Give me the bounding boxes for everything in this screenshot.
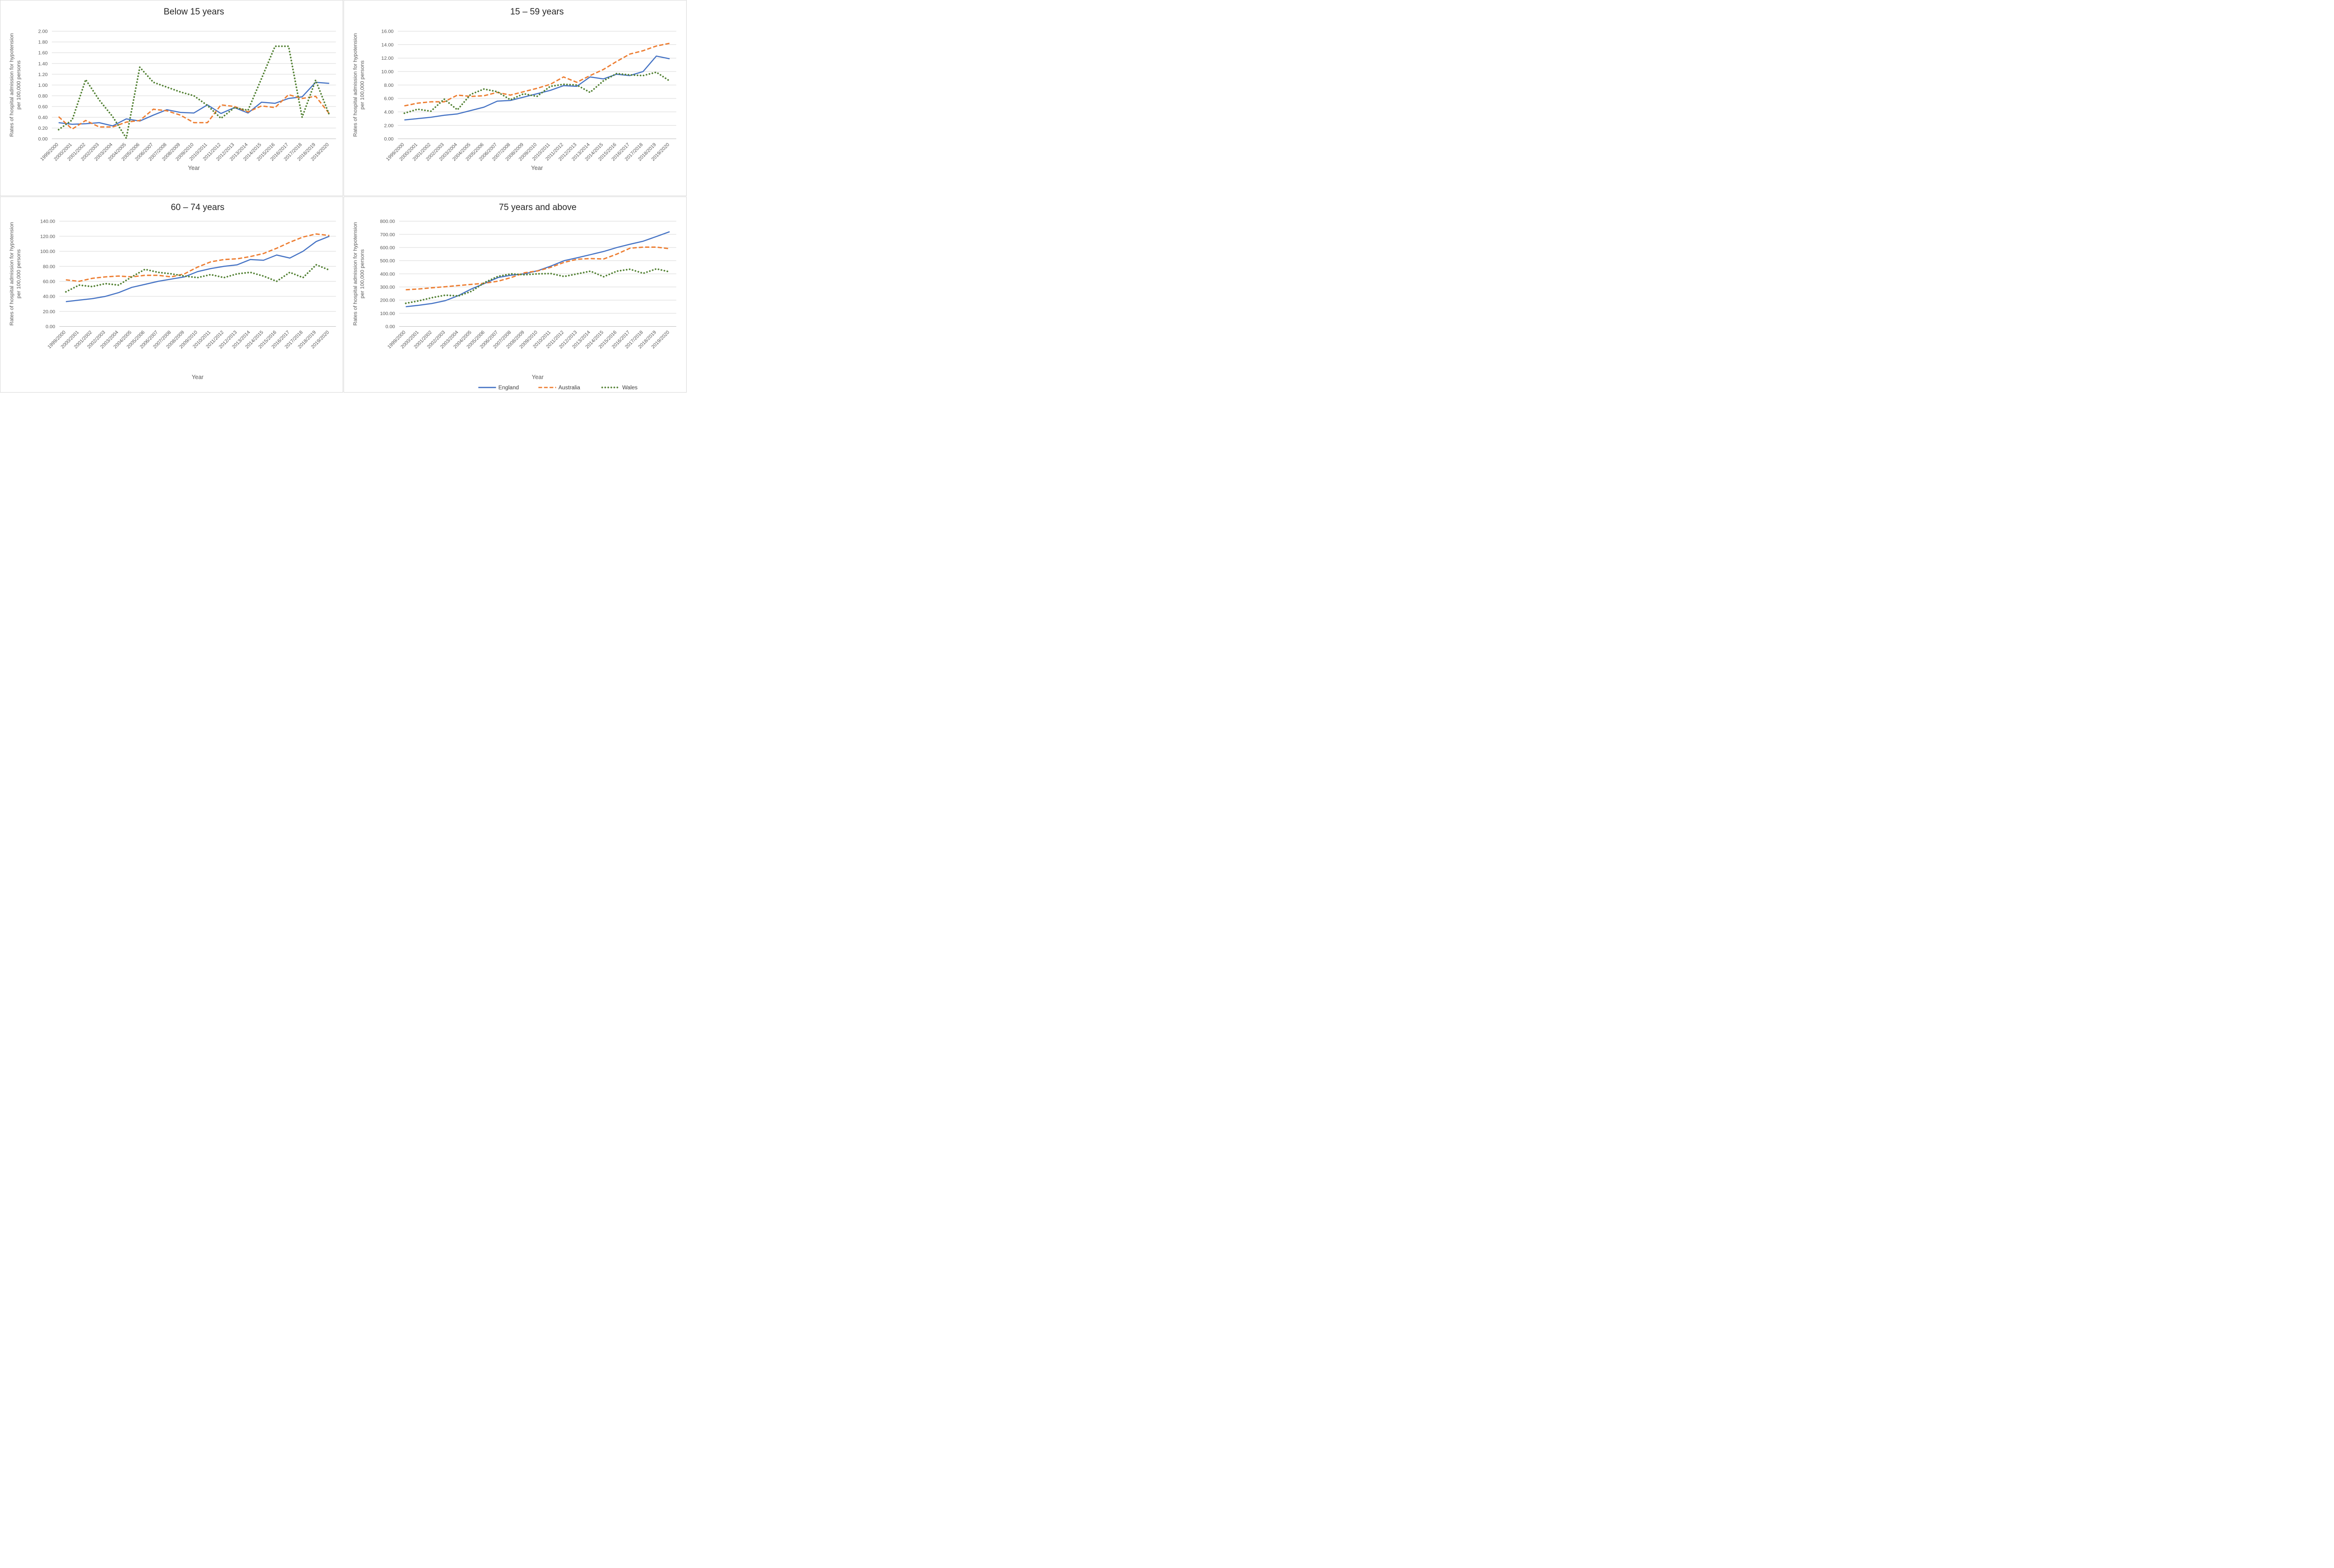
y-axis-title: Rates of hospital admission for hypotens… [352,222,358,326]
y-tick-label: 100.00 [40,249,55,254]
chart-60-74-years: 0.00 20.00 40.00 60.00 80.00 100.00 120.00 140.… [9,203,336,380]
series-wales [405,268,671,304]
y-axis-title: Rates of hospital admission for hypotens… [352,33,358,137]
panel-75-years-above: 0.00 100.00 200.00 300.00 400.00 500.00 600.00… [344,197,687,393]
panel-below-15-years: 0.00 0.20 0.40 0.60 0.80 1.00 1.20 1.40 1.60 1.80… [0,0,343,196]
y-tick-label: 120.00 [40,234,55,239]
series-australia [65,233,330,282]
y-axis-title: per 100,000 persons [16,60,21,109]
y-tick-label: 8.00 [384,83,394,88]
y-tick-label: 140.00 [40,219,55,225]
y-tick-label: 700.00 [380,232,395,238]
y-axis-title: Rates of hospital admission for hypotens… [9,33,14,137]
y-tick-label: 800.00 [380,219,395,225]
x-axis-title: Year [531,165,543,171]
y-tick-label: 0.40 [38,115,48,120]
y-tick-label: 0.80 [38,94,48,99]
chart-below-15-years: 0.00 0.20 0.40 0.60 0.80 1.00 1.20 1.40 1.60 1.80… [9,7,336,171]
y-tick-label: 14.00 [381,42,394,48]
y-tick-label: 0.00 [384,137,394,142]
y-tick-label: 12.00 [381,56,394,61]
legend-label: Wales [622,384,638,391]
y-tick-label: 0.60 [38,105,48,110]
y-tick-label: 400.00 [380,272,395,277]
chart-title: Below 15 years [164,7,224,17]
y-tick-label: 100.00 [380,311,395,316]
panel-15-59-years: 0.00 2.00 4.00 6.00 8.00 10.00 12.00 14.00 16.00… [344,0,687,196]
y-axis-title: per 100,000 persons [359,60,365,109]
y-tick-label: 6.00 [384,97,394,102]
series-wales [57,45,330,139]
y-axis-title: per 100,000 persons [359,249,365,298]
y-tick-label: 1.60 [38,51,48,56]
y-tick-label: 600.00 [380,246,395,251]
series-england [58,82,330,127]
series-australia [58,94,330,130]
legend-label: England [499,384,519,391]
y-tick-label: 40.00 [43,295,55,300]
y-tick-label: 2.00 [38,29,48,35]
y-tick-label: 10.00 [381,70,394,75]
y-tick-label: 60.00 [43,280,55,285]
y-tick-label: 4.00 [384,110,394,115]
chart-15-59-years: 0.00 2.00 4.00 6.00 8.00 10.00 12.00 14.00 16.00… [352,7,676,171]
x-axis-title: Year [188,165,200,171]
legend-label: Australia [558,384,580,391]
y-tick-label: 0.00 [386,324,395,330]
y-tick-label: 1.80 [38,40,48,45]
y-tick-label: 1.40 [38,62,48,67]
panel-60-74-years: 0.00 20.00 40.00 60.00 80.00 100.00 120.00 140.… [0,197,343,393]
y-tick-label: 1.00 [38,83,48,88]
x-axis-title: Year [532,374,543,380]
y-tick-label: 2.00 [384,123,394,128]
chart-title: 75 years and above [499,203,576,212]
series-england [404,55,670,121]
series-wales [65,264,330,293]
x-axis-title: Year [192,374,204,380]
chart-75-years-above: 0.00 100.00 200.00 300.00 400.00 500.00 600.00… [352,203,676,391]
y-tick-label: 1.20 [38,72,48,77]
chart-title: 60 – 74 years [171,203,225,212]
y-tick-label: 500.00 [380,259,395,264]
series-australia [406,246,670,291]
series-wales [403,71,671,114]
y-tick-label: 16.00 [381,29,394,35]
series-australia [404,42,670,107]
y-tick-label: 80.00 [43,264,55,269]
y-tick-label: 0.20 [38,126,48,131]
charts-grid: 0.00 0.20 0.40 0.60 0.80 1.00 1.20 1.40 1.60 1.80… [0,0,687,393]
y-axis-title: per 100,000 persons [16,249,21,298]
y-tick-label: 300.00 [380,285,395,290]
y-tick-label: 0.00 [46,324,56,330]
y-axis-title: Rates of hospital admission for hypotens… [9,222,14,326]
y-tick-label: 200.00 [380,298,395,303]
y-tick-label: 20.00 [43,309,55,315]
y-tick-label: 0.00 [38,137,48,142]
series-england [66,235,330,302]
chart-title: 15 – 59 years [510,7,564,17]
